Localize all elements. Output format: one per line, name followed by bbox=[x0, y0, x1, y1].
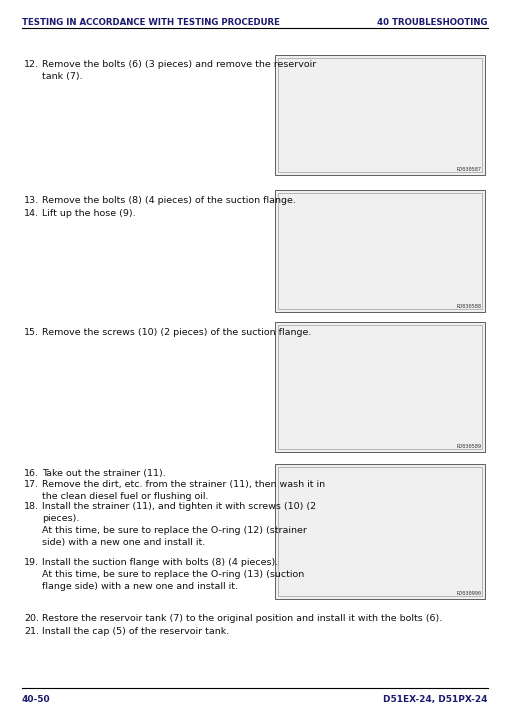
Text: Remove the screws (10) (2 pieces) of the suction flange.: Remove the screws (10) (2 pieces) of the… bbox=[42, 328, 311, 337]
Bar bbox=[274, 55, 484, 175]
Bar bbox=[277, 58, 481, 172]
Text: Install the suction flange with bolts (8) (4 pieces).
At this time, be sure to r: Install the suction flange with bolts (8… bbox=[42, 558, 304, 591]
Bar bbox=[277, 467, 481, 596]
Text: RJ030990: RJ030990 bbox=[456, 591, 481, 596]
Text: 19.: 19. bbox=[24, 558, 39, 567]
Text: 21.: 21. bbox=[24, 627, 39, 636]
Text: D51EX-24, D51PX-24: D51EX-24, D51PX-24 bbox=[383, 695, 487, 704]
Text: 15.: 15. bbox=[24, 328, 39, 337]
Text: Remove the bolts (6) (3 pieces) and remove the reservoir
tank (7).: Remove the bolts (6) (3 pieces) and remo… bbox=[42, 60, 316, 81]
Text: 40-50: 40-50 bbox=[22, 695, 50, 704]
Text: 17.: 17. bbox=[24, 480, 39, 489]
Text: Lift up the hose (9).: Lift up the hose (9). bbox=[42, 209, 135, 218]
Text: RJ030589: RJ030589 bbox=[456, 444, 481, 449]
Text: Remove the dirt, etc. from the strainer (11), then wash it in
the clean diesel f: Remove the dirt, etc. from the strainer … bbox=[42, 480, 325, 501]
Bar bbox=[274, 190, 484, 312]
Text: 16.: 16. bbox=[24, 469, 39, 478]
Text: TESTING IN ACCORDANCE WITH TESTING PROCEDURE: TESTING IN ACCORDANCE WITH TESTING PROCE… bbox=[22, 18, 279, 27]
Text: Take out the strainer (11).: Take out the strainer (11). bbox=[42, 469, 165, 478]
Bar bbox=[274, 464, 484, 599]
Text: 12.: 12. bbox=[24, 60, 39, 69]
Bar bbox=[277, 325, 481, 449]
Text: 18.: 18. bbox=[24, 502, 39, 511]
Text: 20.: 20. bbox=[24, 614, 39, 623]
Text: Remove the bolts (8) (4 pieces) of the suction flange.: Remove the bolts (8) (4 pieces) of the s… bbox=[42, 196, 295, 205]
Text: RJ030588: RJ030588 bbox=[456, 304, 481, 309]
Text: Restore the reservoir tank (7) to the original position and install it with the : Restore the reservoir tank (7) to the or… bbox=[42, 614, 441, 623]
Text: Install the strainer (11), and tighten it with screws (10) (2
pieces).
At this t: Install the strainer (11), and tighten i… bbox=[42, 502, 316, 547]
Text: 40 TROUBLESHOOTING: 40 TROUBLESHOOTING bbox=[377, 18, 487, 27]
Text: Install the cap (5) of the reservoir tank.: Install the cap (5) of the reservoir tan… bbox=[42, 627, 229, 636]
Text: RJ030587: RJ030587 bbox=[456, 167, 481, 172]
Text: 13.: 13. bbox=[24, 196, 39, 205]
Bar bbox=[274, 322, 484, 452]
Bar bbox=[277, 193, 481, 309]
Text: 14.: 14. bbox=[24, 209, 39, 218]
